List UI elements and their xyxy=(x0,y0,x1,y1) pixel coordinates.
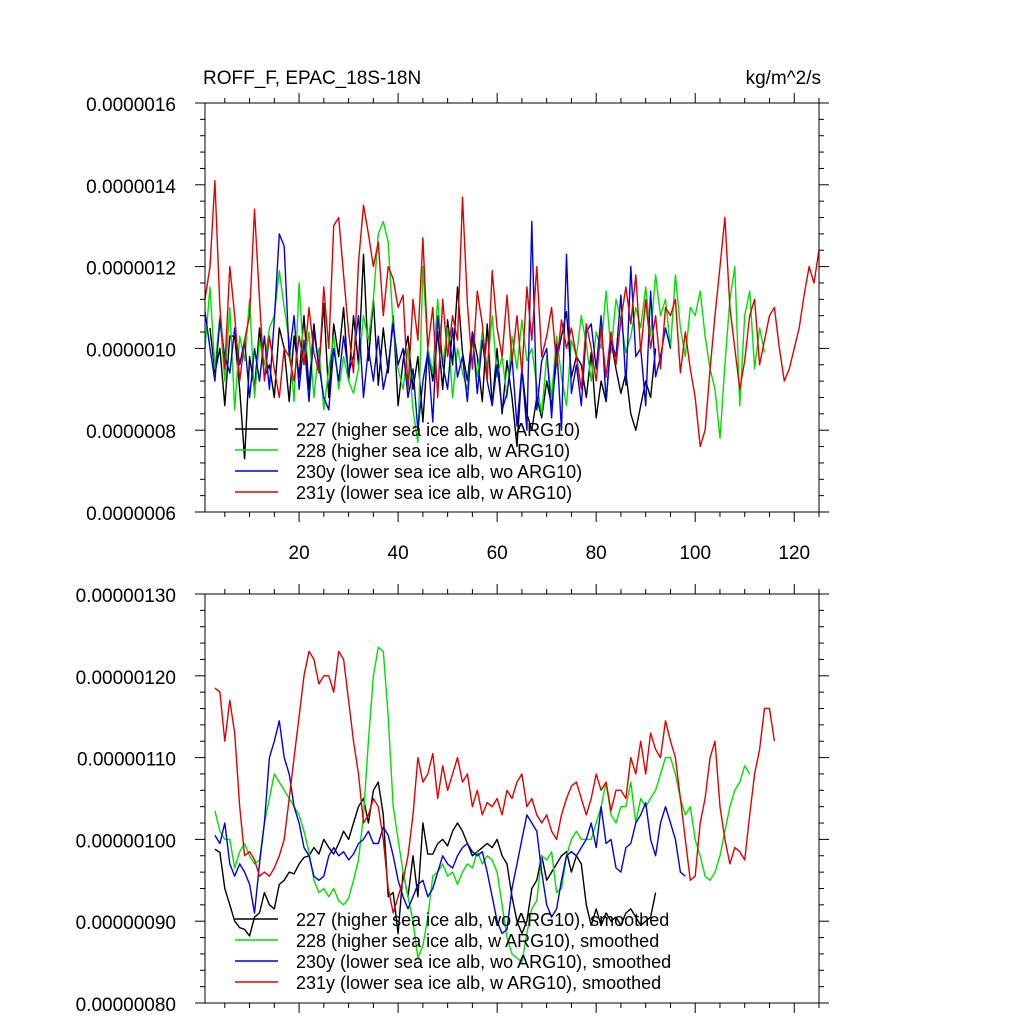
plot-frame xyxy=(204,102,820,513)
chart-units: kg/m^2/s xyxy=(746,68,821,89)
legend-label-2: 228 (higher sea ice alb, w ARG10) xyxy=(296,441,570,461)
top-panel: 0.0000006 0.0000008 0.0000010 0.0000012 0.00… xyxy=(86,68,829,564)
y-tick-label: 0.00000130 xyxy=(76,586,176,607)
x-tick-label: 100 xyxy=(679,543,711,564)
bottom-panel: 0.00000080 0.00000090 0.00000100 0.00000110… xyxy=(76,584,829,1016)
series-line-4 xyxy=(205,179,819,448)
legend-label-3: 230y (lower sea ice alb, wo ARG10), smoo… xyxy=(296,952,671,972)
x-tick-label: 40 xyxy=(388,543,409,564)
legend-label-2: 228 (higher sea ice alb, w ARG10), smoot… xyxy=(296,931,659,951)
legend-label-1: 227 (higher sea ice alb, wo ARG10), smoo… xyxy=(296,910,669,930)
legend-label-1: 227 (higher sea ice alb, wo ARG10) xyxy=(296,420,580,440)
y-tick-label: 0.00000120 xyxy=(76,668,176,689)
legend-label-3: 230y (lower sea ice alb, wo ARG10) xyxy=(296,462,582,482)
y-tick-label: 0.00000090 xyxy=(76,913,176,934)
chart-title: ROFF_F, EPAC_18S-18N xyxy=(203,68,421,89)
y-tick-label: 0.0000006 xyxy=(86,504,176,525)
series-line-2 xyxy=(214,646,751,963)
legend-label-4: 231y (lower sea ice alb, w ARG10) xyxy=(296,483,572,503)
x-tick-label: 20 xyxy=(289,543,310,564)
series-lines xyxy=(205,179,819,460)
series-line-3 xyxy=(214,720,686,935)
y-tick-label: 0.0000012 xyxy=(86,259,176,280)
y-tick-label: 0.00000100 xyxy=(76,831,176,852)
series-line-4 xyxy=(214,650,776,914)
y-tick-label: 0.00000080 xyxy=(76,995,176,1016)
y-tick-label: 0.0000014 xyxy=(86,177,176,198)
legend-label-4: 231y (lower sea ice alb, w ARG10), smoot… xyxy=(296,973,661,993)
series-line-3 xyxy=(205,220,672,431)
y-tick-label: 0.00000110 xyxy=(77,750,176,771)
series-line-1 xyxy=(214,781,657,937)
y-tick-label: 0.0000008 xyxy=(86,422,176,443)
series-lines xyxy=(214,646,776,963)
x-tick-label: 60 xyxy=(487,543,508,564)
x-tick-label: 120 xyxy=(778,543,810,564)
y-tick-label: 0.0000010 xyxy=(86,340,176,361)
y-tick-label: 0.0000016 xyxy=(86,95,176,116)
x-tick-label: 80 xyxy=(586,543,607,564)
series-line-2 xyxy=(205,220,766,444)
plot-frame xyxy=(204,593,820,1004)
